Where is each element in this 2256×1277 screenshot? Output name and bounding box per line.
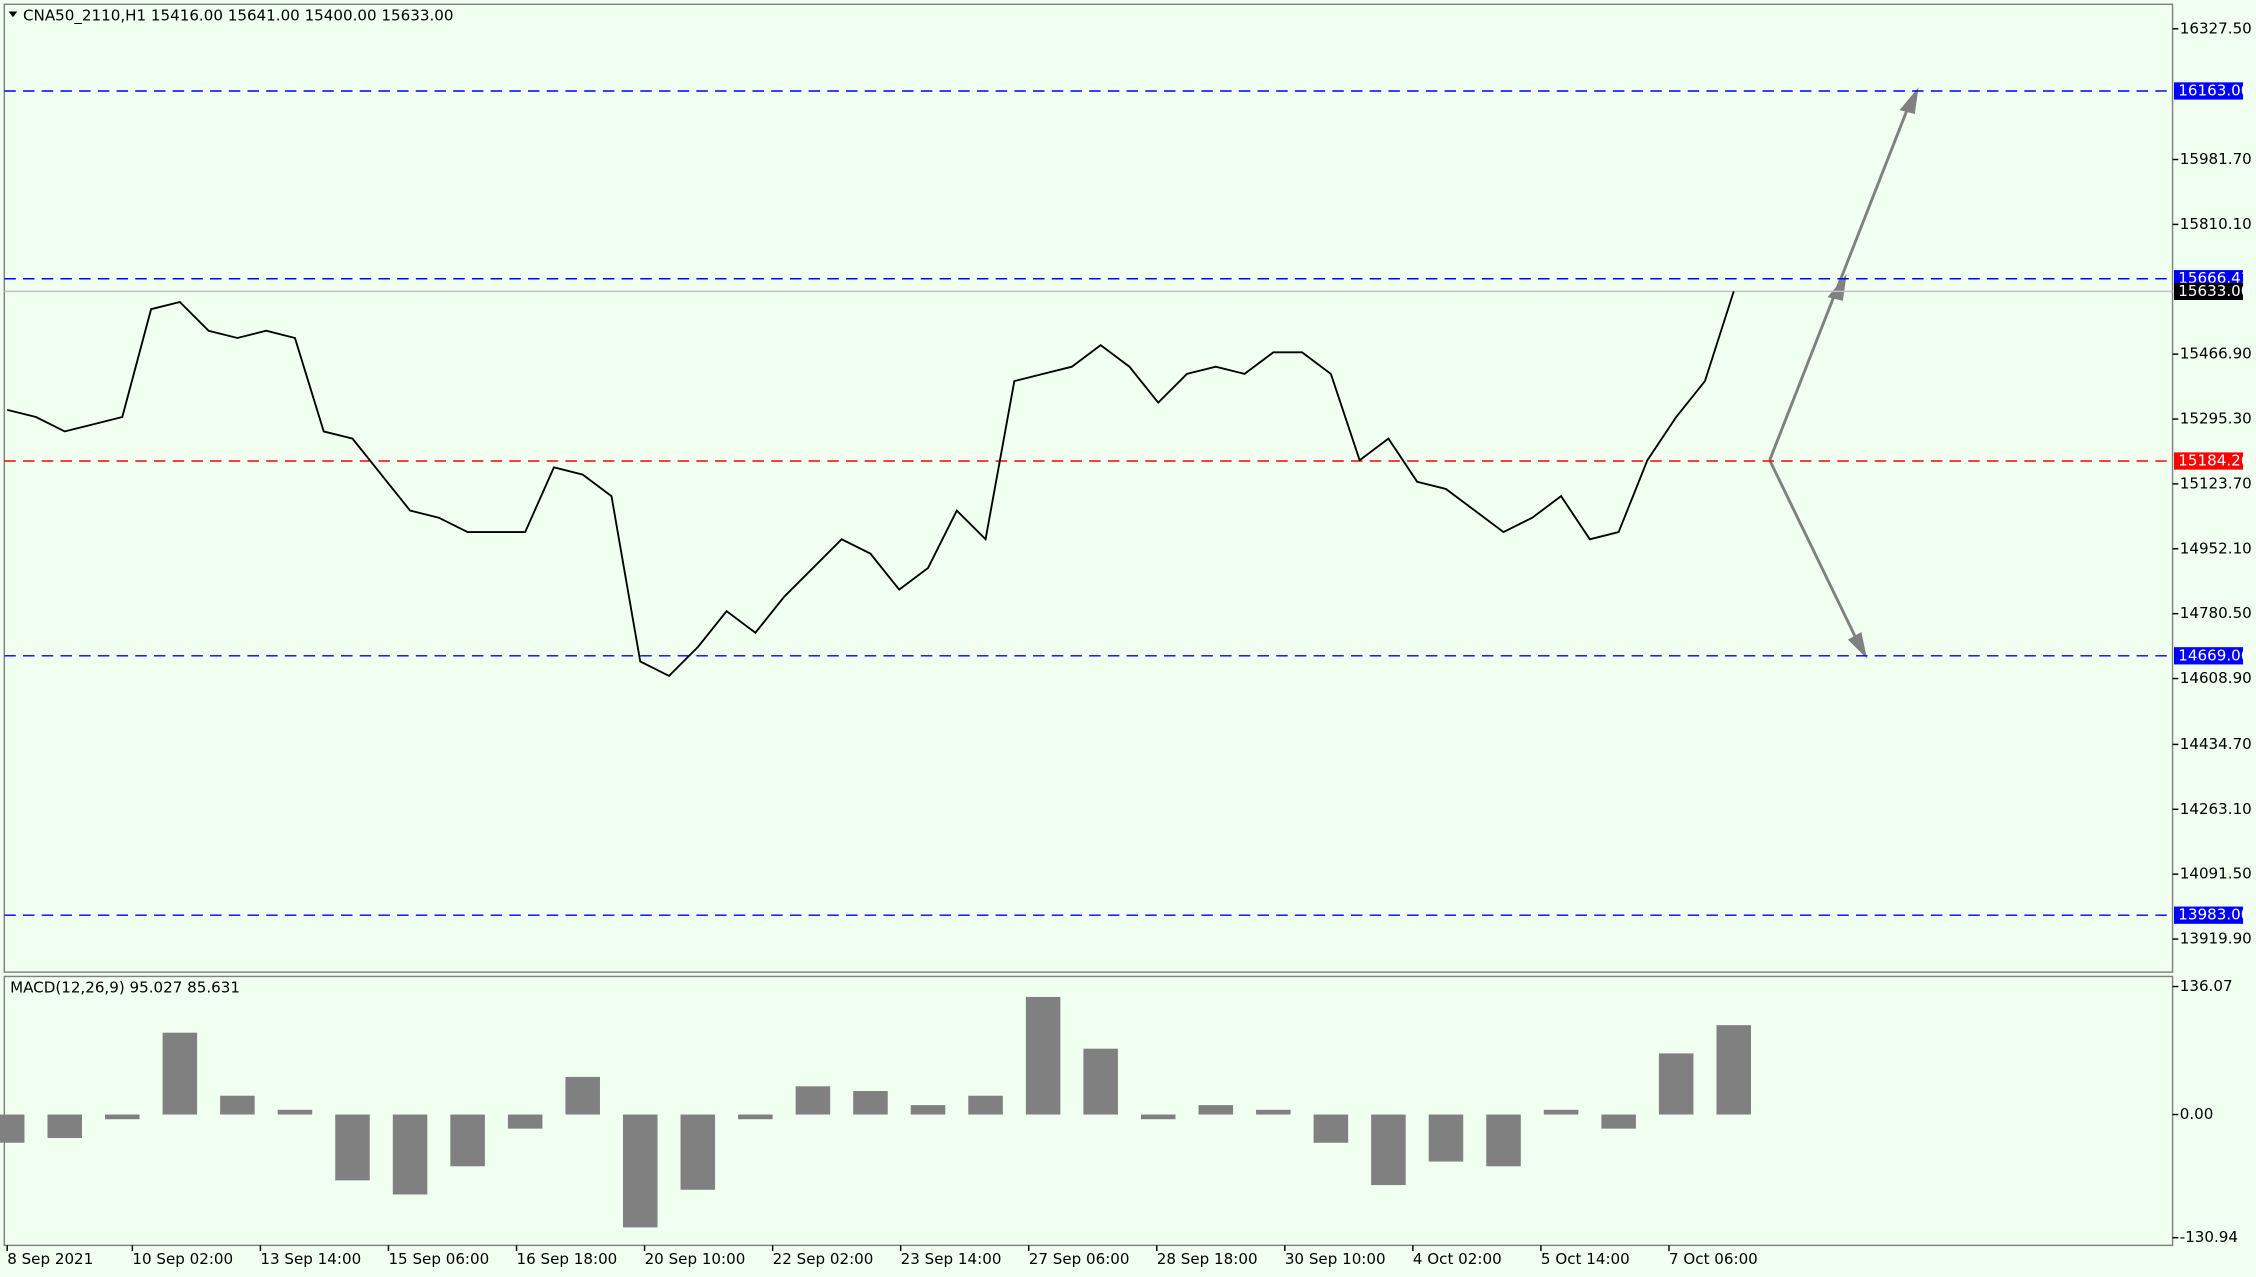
level-label: 13983.00 — [2178, 906, 2250, 924]
y-tick-label: 15295.30 — [2180, 410, 2252, 428]
x-tick-label: 8 Sep 2021 — [7, 1250, 93, 1268]
macd-bar — [1543, 1109, 1579, 1115]
x-tick-label: 23 Sep 14:00 — [901, 1250, 1002, 1268]
macd-bar — [1140, 1114, 1176, 1120]
main-pane-frame — [3, 3, 2174, 973]
level-label: 16163.00 — [2178, 81, 2250, 99]
macd-bar — [1083, 1048, 1118, 1115]
y-tick-label: 14263.10 — [2180, 800, 2252, 818]
x-tick-label: 30 Sep 10:00 — [1285, 1250, 1386, 1268]
macd-bar — [622, 1114, 658, 1228]
macd-bar — [1025, 996, 1061, 1115]
x-tick-label: 28 Sep 18:00 — [1157, 1250, 1258, 1268]
level-label: 15666.41 — [2178, 269, 2250, 287]
level-label-box — [2173, 647, 2244, 665]
y-tick-label: 15981.70 — [2180, 150, 2252, 168]
macd-bar — [1658, 1053, 1694, 1115]
level-label-box — [2173, 82, 2244, 100]
y-tick-label: 14780.50 — [2180, 604, 2252, 622]
level-label: 15184.26 — [2178, 452, 2250, 470]
x-tick-label: 5 Oct 14:00 — [1541, 1250, 1630, 1268]
macd-bar — [910, 1105, 946, 1115]
macd-pane-frame — [3, 975, 2174, 1247]
macd-bar — [680, 1114, 716, 1190]
macd-bar — [450, 1114, 485, 1167]
y-tick-label: 15466.90 — [2180, 345, 2252, 363]
y-tick-label: 16327.50 — [2180, 19, 2252, 37]
macd-tick-label: -130.94 — [2180, 1228, 2238, 1246]
macd-bar — [738, 1114, 773, 1120]
level-label-box — [2173, 282, 2244, 300]
x-tick-label: 20 Sep 10:00 — [645, 1250, 746, 1268]
macd-bar — [853, 1091, 888, 1115]
y-tick-label: 15123.70 — [2180, 474, 2252, 492]
x-tick-label: 16 Sep 18:00 — [517, 1250, 618, 1268]
macd-bar — [507, 1114, 543, 1129]
y-tick-label: 13919.90 — [2180, 930, 2252, 948]
macd-tick-label: 0.00 — [2180, 1105, 2214, 1123]
macd-bar — [1256, 1109, 1291, 1115]
macd-bar — [220, 1095, 255, 1115]
macd-bar — [795, 1086, 831, 1115]
macd-bar — [1601, 1114, 1636, 1129]
macd-bar — [0, 1114, 25, 1143]
macd-bar — [105, 1114, 140, 1120]
menu-triangle[interactable] — [8, 11, 18, 18]
macd-bar — [1371, 1114, 1406, 1186]
level-label-box — [2173, 452, 2244, 470]
macd-label: MACD(12,26,9) 95.027 85.631 — [10, 978, 240, 996]
x-tick-label: 27 Sep 06:00 — [1029, 1250, 1130, 1268]
macd-bar — [162, 1032, 198, 1115]
macd-bar — [1486, 1114, 1521, 1167]
projection-arrows — [1768, 87, 1919, 659]
x-tick-label: 4 Oct 02:00 — [1413, 1250, 1502, 1268]
x-tick-label: 7 Oct 06:00 — [1669, 1250, 1758, 1268]
x-tick-label: 22 Sep 02:00 — [773, 1250, 874, 1268]
macd-bar — [1198, 1105, 1234, 1115]
macd-bar — [565, 1076, 600, 1115]
price-line — [6, 291, 1735, 678]
y-tick-label: 14608.90 — [2180, 669, 2252, 687]
macd-bar — [1716, 1025, 1751, 1115]
macd-tick-label: 136.07 — [2180, 977, 2233, 995]
y-tick-label: 14434.70 — [2180, 735, 2252, 753]
level-label-box — [2173, 906, 2244, 924]
chart-title: CNA50_2110,H1 15416.00 15641.00 15400.00… — [23, 6, 453, 25]
macd-bar — [392, 1114, 428, 1195]
macd-bar — [1313, 1114, 1349, 1143]
macd-bar — [335, 1114, 370, 1181]
level-label: 14669.06 — [2178, 646, 2250, 664]
x-tick-label: 10 Sep 02:00 — [132, 1250, 233, 1268]
level-label: 15633.00 — [2178, 282, 2250, 300]
y-tick-label: 15810.10 — [2180, 215, 2252, 233]
x-tick-label: 13 Sep 14:00 — [260, 1250, 361, 1268]
macd-bar — [277, 1109, 313, 1115]
x-tick-label: 15 Sep 06:00 — [388, 1250, 489, 1268]
macd-bar — [968, 1095, 1003, 1115]
macd-bar — [47, 1114, 83, 1139]
y-tick-label: 14091.50 — [2180, 865, 2252, 883]
macd-bar — [1428, 1114, 1464, 1162]
y-tick-label: 14952.10 — [2180, 539, 2252, 557]
